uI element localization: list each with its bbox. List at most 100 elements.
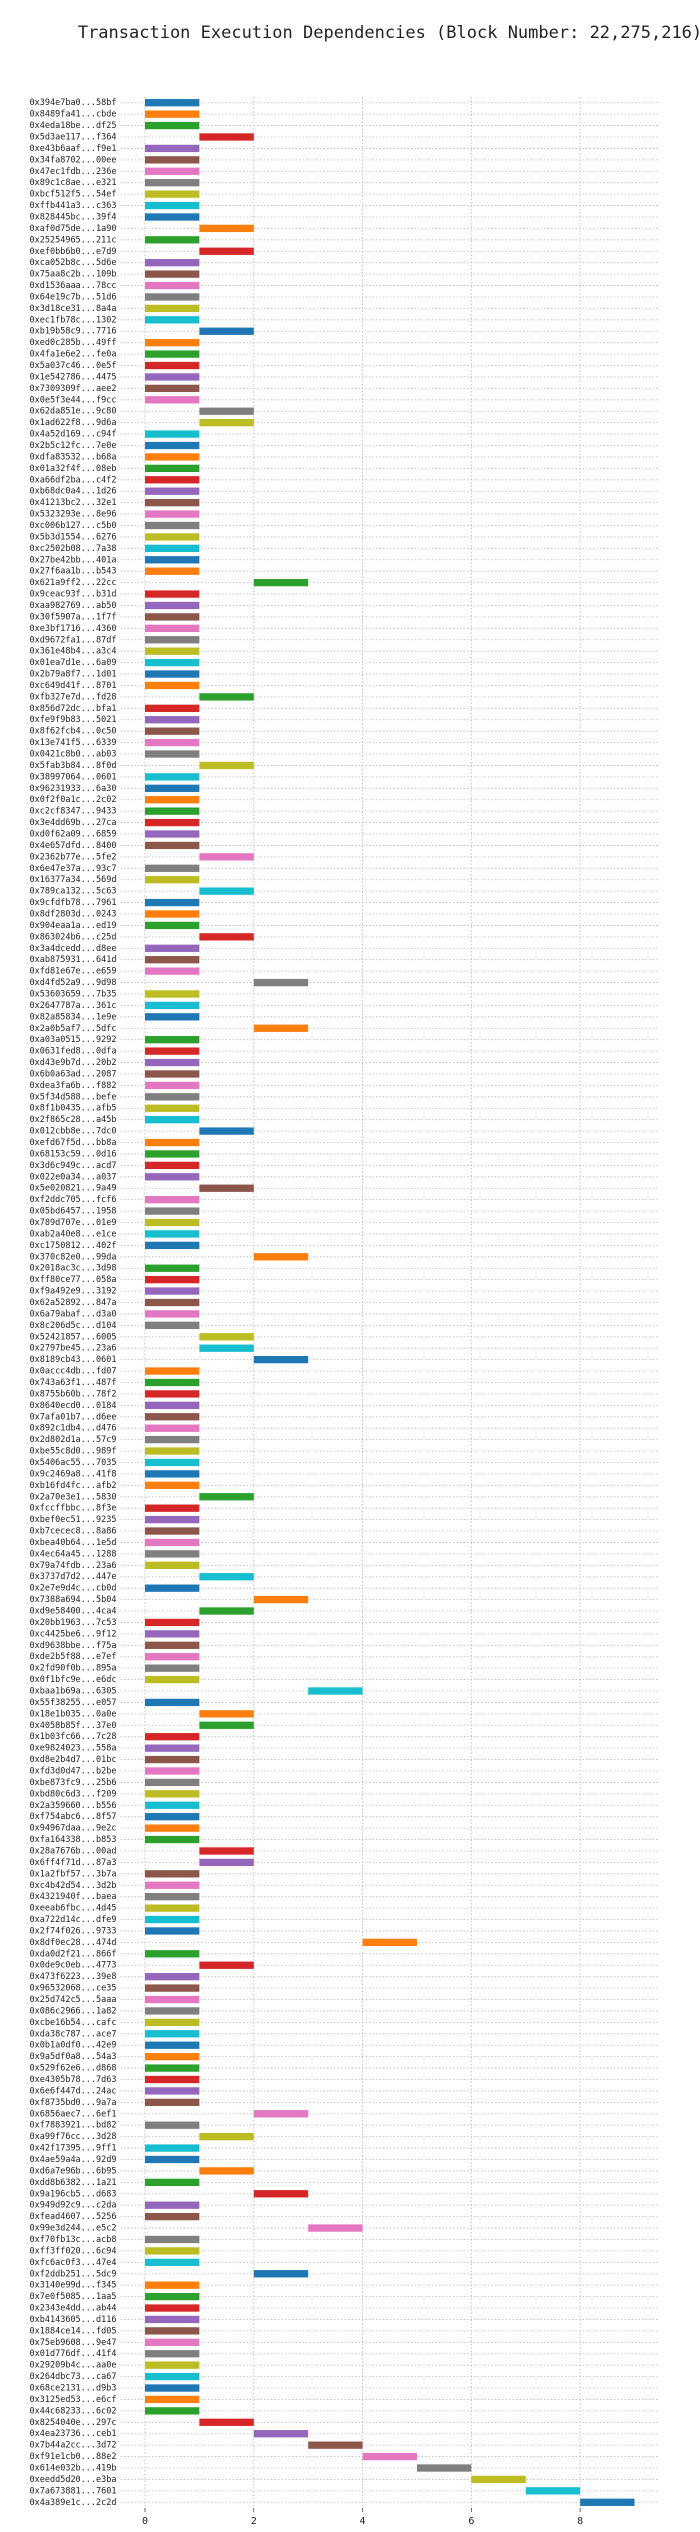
y-tick-label: 0xcbe16b54...cafc [30,2018,117,2028]
bar [144,2178,200,2186]
bar [144,1733,200,1741]
bar [144,2235,200,2244]
y-tick-label: 0xf70fb13c...acb8 [30,2235,117,2245]
y-tick-label: 0x949d92c9...c2da [30,2201,117,2211]
bar [144,2052,200,2061]
bar [144,1630,200,1638]
y-tick-label: 0xe4305b78...7d63 [30,2075,117,2085]
bar [144,1870,200,1878]
bar [144,1744,200,1752]
bar [144,1893,200,1901]
bar [199,247,254,255]
bar [144,2064,200,2072]
y-tick-label: 0x8755b60b...78f2 [30,1389,117,1399]
bar [144,2292,200,2301]
bar [144,373,200,381]
y-tick-label: 0x20bb1963...7c53 [30,1618,117,1628]
bar [144,2098,200,2107]
bar [144,1470,200,1478]
y-tick-label: 0xf7883921...bd82 [30,2121,117,2131]
bar [144,1230,200,1238]
bar [199,1493,254,1501]
y-tick-label: 0x0f1bfc9e...e6dc [30,1675,117,1685]
y-tick-label: 0x79a74fdb...23a6 [30,1561,117,1571]
y-tick-label: 0x8f1b0435...afb5 [30,1104,117,1114]
bar [144,316,200,324]
y-tick-label: 0x7b44a2cc...3d72 [30,2441,117,2451]
bar [199,418,254,427]
y-tick-label: 0x2a70e3e1...5830 [30,1492,117,1502]
bar [144,613,200,621]
bar [144,396,200,404]
bar [144,521,200,530]
y-tick-label: 0xab875931...641d [30,955,117,965]
y-tick-label: 0x394e7ba0...58bf [30,98,117,108]
y-tick-label: 0x16377a34...569d [30,875,117,885]
bar [144,1070,200,1078]
bar [144,2315,200,2324]
bar [253,978,309,987]
bar [199,853,254,861]
y-tick-label: 0x529f62e6...d868 [30,2064,117,2074]
y-tick-label: 0x89c1c8ae...e321 [30,178,117,188]
bar [144,1116,200,1124]
bar [144,430,200,438]
bar [144,1207,200,1215]
y-tick-label: 0xeeab6fbc...4d45 [30,1904,117,1914]
y-tick-label: 0x7309309f...aee2 [30,384,117,394]
y-tick-label: 0x370c82e0...99da [30,1252,117,1262]
y-tick-label: 0x8df0ec28...474d [30,1938,117,1948]
x-tick-label: 6 [468,2516,474,2527]
bar [144,156,200,164]
bar [144,2121,200,2129]
bar [144,1435,200,1444]
y-tick-label: 0x5f34d588...befe [30,1092,117,1102]
bar [144,921,200,930]
y-tick-label: 0xb4143605...d116 [30,2315,117,2325]
bar [144,2075,200,2084]
y-tick-label: 0x13e741f5...6339 [30,738,117,748]
bar [144,1835,200,1844]
y-tick-label: 0x4ea23736...ceb1 [30,2429,117,2439]
y-tick-label: 0x3e4dd69b...27ca [30,818,117,828]
x-tick-label: 2 [251,2516,257,2527]
y-tick-label: 0x2362b77e...5fe2 [30,852,117,862]
bar [144,1036,200,1044]
bar [144,1287,200,1295]
bar [144,1458,200,1467]
y-tick-label: 0xffb441a3...c363 [30,201,117,211]
y-tick-label: 0x27f6aa1b...b543 [30,567,117,577]
y-tick-label: 0xf8735bd0...9a7a [30,2098,117,2108]
bar [144,1641,200,1649]
y-tick-label: 0xefd67f5d...bb8a [30,1138,117,1148]
bar [199,2418,254,2426]
y-tick-label: 0x5a037c46...0e5f [30,361,117,371]
y-tick-label: 0x7e0f5085...1aa5 [30,2292,117,2302]
y-tick-label: 0x44c68233...6c02 [30,2406,117,2416]
bar [144,590,200,598]
bar [144,1321,200,1330]
bar [144,876,200,884]
y-tick-label: 0xb68dc0a4...1d26 [30,487,117,497]
y-tick-label: 0xdea3fa6b...f882 [30,1081,117,1091]
y-tick-label: 0x0631fed8...0dfa [30,1047,117,1057]
y-tick-label: 0xfd3d0d47...b2be [30,1766,117,1776]
bar [144,1504,200,1512]
y-tick-label: 0x38997064...0601 [30,772,117,782]
bar [308,1687,363,1695]
bar [144,464,200,473]
y-tick-label: 0x41213bc2...32e1 [30,498,117,508]
y-tick-label: 0x55f38255...e057 [30,1698,117,1708]
bar [144,750,200,758]
bar [199,693,254,701]
bar [199,1961,254,1969]
y-tick-label: 0x012cbb8e...7dc0 [30,1127,117,1137]
bar [144,544,200,553]
bar [144,1664,200,1672]
y-tick-label: 0x2a0b5af7...5dfc [30,1024,117,1034]
bar [144,1481,200,1489]
y-tick-label: 0x01ea7d1e...6a09 [30,658,117,668]
y-tick-label: 0x28a7676b...00ad [30,1846,117,1856]
bar [144,2155,200,2164]
